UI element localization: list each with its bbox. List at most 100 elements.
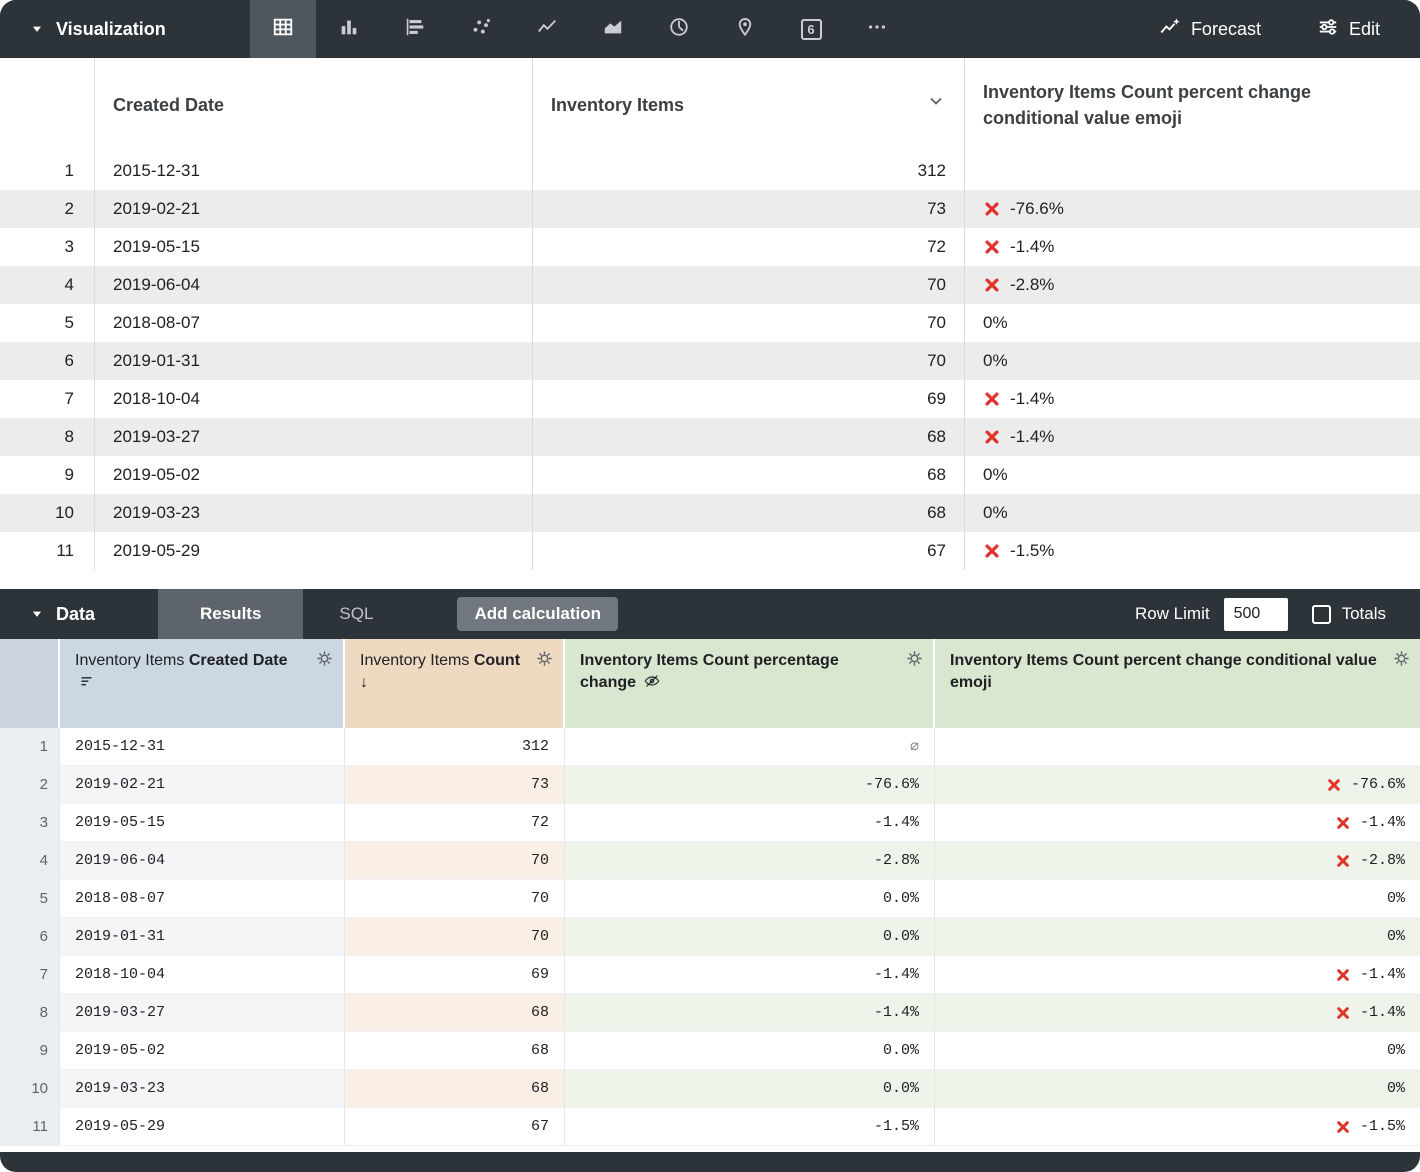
results-date-cell[interactable]: 2019-03-27 [60, 994, 345, 1032]
results-emoji-cell[interactable] [935, 728, 1420, 766]
results-date-cell[interactable]: 2019-05-29 [60, 1108, 345, 1146]
viz-type-pie[interactable] [646, 0, 712, 58]
viz-emoji-cell[interactable]: -1.4% [965, 380, 1420, 418]
viz-emoji-header[interactable]: Inventory Items Count percent change con… [983, 81, 1312, 128]
viz-count-cell[interactable]: 69 [533, 380, 965, 418]
results-date-cell[interactable]: 2019-01-31 [60, 918, 345, 956]
results-date-cell[interactable]: 2019-03-23 [60, 1070, 345, 1108]
results-count-cell[interactable]: 69 [345, 956, 565, 994]
results-count-cell[interactable]: 68 [345, 994, 565, 1032]
results-emoji-cell[interactable]: 0% [935, 918, 1420, 956]
results-date-cell[interactable]: 2019-02-21 [60, 766, 345, 804]
viz-count-cell[interactable]: 72 [533, 228, 965, 266]
results-count-cell[interactable]: 68 [345, 1032, 565, 1070]
viz-type-scatter[interactable] [448, 0, 514, 58]
add-calculation-button[interactable]: Add calculation [457, 597, 619, 631]
viz-count-cell[interactable]: 68 [533, 456, 965, 494]
results-date-cell[interactable]: 2019-05-15 [60, 804, 345, 842]
viz-count-cell[interactable]: 68 [533, 418, 965, 456]
viz-count-cell[interactable]: 70 [533, 266, 965, 304]
results-date-cell[interactable]: 2019-06-04 [60, 842, 345, 880]
viz-emoji-cell[interactable]: 0% [983, 465, 1008, 484]
results-pct-cell[interactable]: -1.5% [565, 1108, 935, 1146]
results-count-cell[interactable]: 312 [345, 728, 565, 766]
gear-icon[interactable] [906, 650, 923, 674]
viz-emoji-cell[interactable]: -1.4% [965, 418, 1420, 456]
viz-date-cell[interactable]: 2019-05-29 [95, 532, 533, 570]
viz-date-cell[interactable]: 2019-05-15 [95, 228, 533, 266]
gear-icon[interactable] [536, 650, 553, 674]
visualization-section-toggle[interactable]: Visualization [0, 19, 250, 40]
viz-emoji-cell[interactable]: -1.5% [965, 532, 1420, 570]
gear-icon[interactable] [1393, 650, 1410, 674]
tab-sql[interactable]: SQL [339, 604, 374, 623]
results-emoji-cell[interactable]: 0% [935, 880, 1420, 918]
results-emoji-cell[interactable]: -76.6% [935, 766, 1420, 804]
subtotal-icon[interactable] [79, 674, 94, 696]
gear-icon[interactable] [316, 650, 333, 674]
results-pct-cell[interactable]: 0.0% [565, 918, 935, 956]
viz-date-cell[interactable]: 2018-08-07 [95, 304, 533, 342]
viz-type-column[interactable] [316, 0, 382, 58]
viz-emoji-cell[interactable]: 0% [983, 351, 1008, 370]
viz-count-cell[interactable]: 312 [533, 152, 965, 190]
results-date-cell[interactable]: 2018-10-04 [60, 956, 345, 994]
viz-emoji-cell[interactable]: -2.8% [965, 266, 1420, 304]
totals-checkbox[interactable] [1311, 604, 1331, 624]
viz-date-cell[interactable]: 2019-03-23 [95, 494, 533, 532]
viz-date-cell[interactable]: 2018-10-04 [95, 380, 533, 418]
viz-date-cell[interactable]: 2019-06-04 [95, 266, 533, 304]
results-count-cell[interactable]: 73 [345, 766, 565, 804]
results-pct-cell[interactable]: -1.4% [565, 994, 935, 1032]
results-count-cell[interactable]: 72 [345, 804, 565, 842]
viz-count-cell[interactable]: 68 [533, 494, 965, 532]
viz-emoji-cell[interactable]: -1.4% [965, 228, 1420, 266]
results-count-cell[interactable]: 68 [345, 1070, 565, 1108]
forecast-button[interactable]: Forecast [1159, 16, 1261, 43]
results-emoji-cell[interactable]: -1.4% [935, 804, 1420, 842]
results-count-cell[interactable]: 67 [345, 1108, 565, 1146]
results-created-date-header[interactable]: Inventory Items Created Date [60, 639, 345, 728]
viz-emoji-cell[interactable]: -76.6% [965, 190, 1420, 228]
results-date-cell[interactable]: 2018-08-07 [60, 880, 345, 918]
results-count-cell[interactable]: 70 [345, 880, 565, 918]
viz-emoji-cell[interactable]: 0% [983, 503, 1008, 522]
results-pct-cell[interactable]: 0.0% [565, 880, 935, 918]
results-pct-cell[interactable]: -2.8% [565, 842, 935, 880]
viz-created-date-header[interactable]: Created Date [95, 58, 533, 152]
viz-inventory-items-header[interactable]: Inventory Items [533, 58, 965, 152]
viz-count-cell[interactable]: 73 [533, 190, 965, 228]
results-pct-cell[interactable]: -1.4% [565, 956, 935, 994]
results-pct-cell[interactable]: ∅ [565, 728, 935, 766]
viz-count-cell[interactable]: 70 [533, 304, 965, 342]
viz-type-bar[interactable] [382, 0, 448, 58]
tab-results[interactable]: Results [158, 589, 304, 639]
results-pct-cell[interactable]: -1.4% [565, 804, 935, 842]
results-date-cell[interactable]: 2019-05-02 [60, 1032, 345, 1070]
results-emoji-header[interactable]: Inventory Items Count percent change con… [935, 639, 1420, 728]
viz-type-map[interactable] [712, 0, 778, 58]
results-pct-cell[interactable]: 0.0% [565, 1070, 935, 1108]
viz-type-more[interactable] [844, 0, 910, 58]
viz-emoji-cell[interactable] [965, 152, 1420, 190]
results-date-cell[interactable]: 2015-12-31 [60, 728, 345, 766]
viz-date-cell[interactable]: 2015-12-31 [95, 152, 533, 190]
viz-type-area[interactable] [580, 0, 646, 58]
results-emoji-cell[interactable]: -2.8% [935, 842, 1420, 880]
column-menu-chevron-icon[interactable] [926, 91, 946, 118]
results-emoji-cell[interactable]: -1.5% [935, 1108, 1420, 1146]
viz-type-single-value[interactable]: 6 [778, 0, 844, 58]
results-emoji-cell[interactable]: 0% [935, 1070, 1420, 1108]
results-count-header[interactable]: Inventory Items Count ↓ [345, 639, 565, 728]
results-count-cell[interactable]: 70 [345, 918, 565, 956]
results-pct-cell[interactable]: -76.6% [565, 766, 935, 804]
viz-date-cell[interactable]: 2019-05-02 [95, 456, 533, 494]
results-emoji-cell[interactable]: 0% [935, 1032, 1420, 1070]
data-section-toggle[interactable]: Data [0, 604, 158, 625]
viz-date-cell[interactable]: 2019-01-31 [95, 342, 533, 380]
results-pct-cell[interactable]: 0.0% [565, 1032, 935, 1070]
row-limit-input[interactable] [1223, 597, 1288, 631]
results-emoji-cell[interactable]: -1.4% [935, 994, 1420, 1032]
viz-type-table[interactable] [250, 0, 316, 58]
viz-date-cell[interactable]: 2019-03-27 [95, 418, 533, 456]
